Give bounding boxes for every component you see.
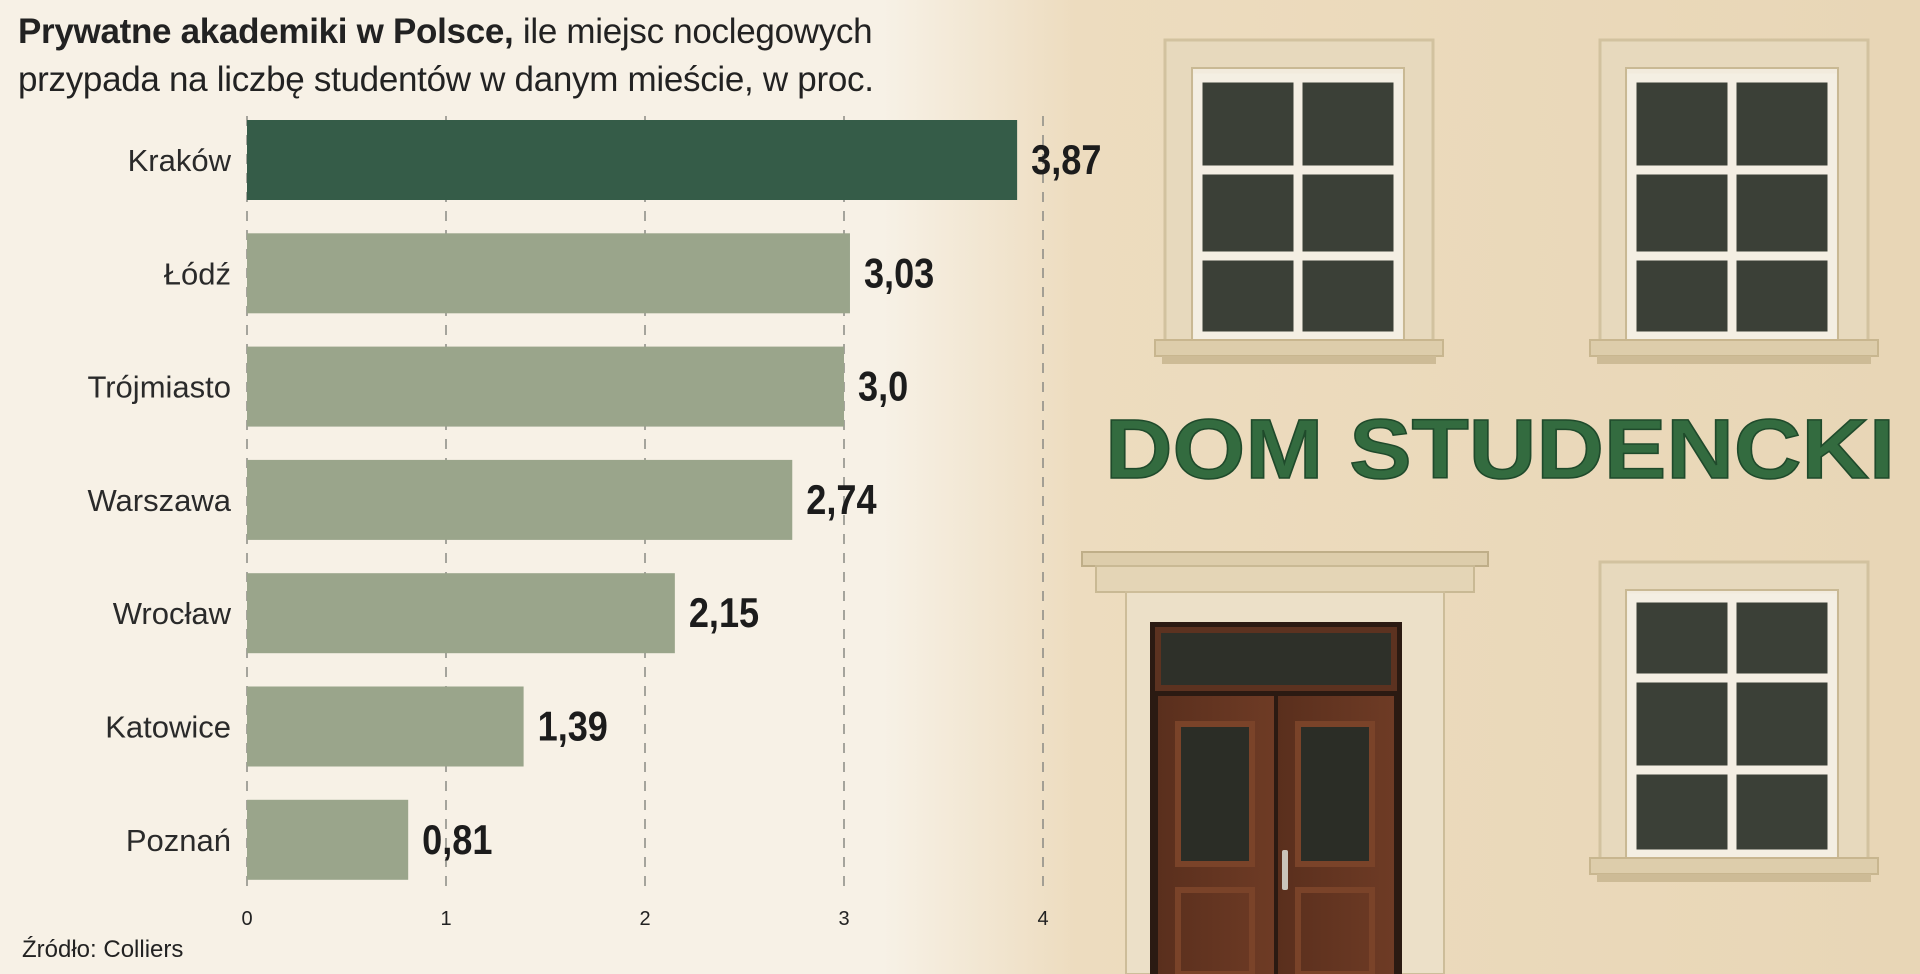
x-tick-label: 1: [440, 908, 451, 930]
bar: [247, 233, 850, 314]
bar: [247, 799, 409, 880]
window-upper-left: [1154, 38, 1444, 364]
value-label: 1,39: [538, 704, 608, 750]
bar: [247, 459, 793, 540]
x-tick-label: 4: [1037, 908, 1048, 930]
source-note: Źródło: Colliers: [22, 936, 184, 963]
window-upper-right: [1589, 38, 1879, 364]
x-tick-label: 3: [838, 908, 849, 930]
bar: [247, 573, 675, 654]
category-label: Trójmiasto: [87, 370, 231, 405]
category-label: Wrocław: [113, 596, 232, 631]
value-label: 3,0: [858, 364, 908, 410]
bar: [247, 346, 844, 427]
category-label: Katowice: [105, 710, 231, 745]
category-label: Łódź: [164, 256, 231, 291]
title-bold: Prywatne akademiki w Polsce,: [18, 12, 514, 51]
title-rest: ile miejsc noclegowych przypada na liczb…: [18, 12, 874, 99]
value-label: 2,15: [689, 591, 759, 637]
value-label: 3,87: [1031, 138, 1101, 184]
category-label: Poznań: [126, 823, 231, 858]
value-label: 2,74: [806, 477, 876, 523]
window-lower-right: [1589, 560, 1879, 882]
bar: [247, 120, 1018, 200]
x-tick-label: 0: [241, 908, 252, 930]
x-tick-label: 2: [639, 908, 650, 930]
bar: [247, 686, 524, 767]
category-label: Warszawa: [87, 483, 231, 518]
chart-title: Prywatne akademiki w Polsce, ile miejsc …: [18, 8, 1018, 104]
building-sign-text: DOM STUDENCKI: [1105, 402, 1895, 496]
entrance-door: [1081, 551, 1489, 974]
value-label: 3,03: [864, 251, 934, 297]
value-label: 0,81: [422, 817, 492, 863]
category-label: Kraków: [128, 143, 232, 178]
